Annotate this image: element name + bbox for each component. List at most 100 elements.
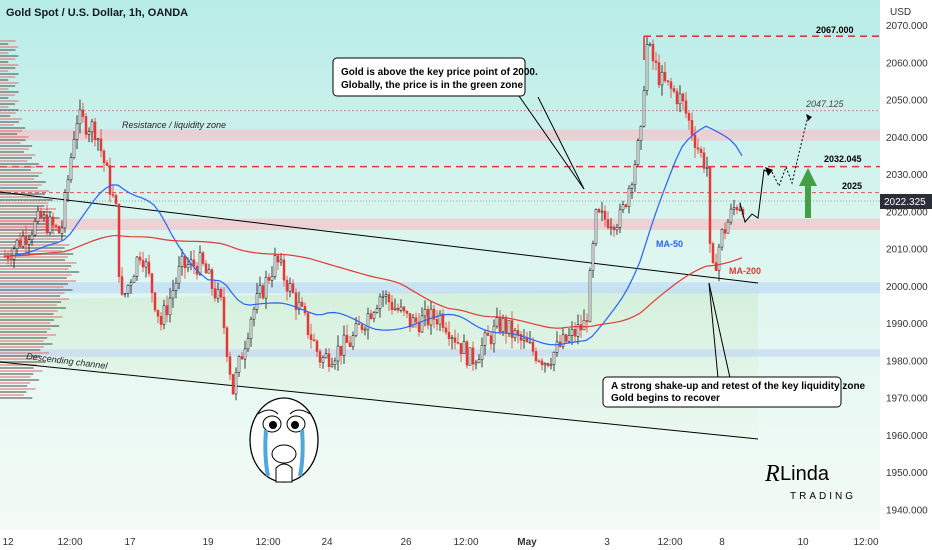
candle-body [162,305,166,325]
candle-body [507,320,511,334]
volume-bar [0,157,32,159]
candle-body [447,332,451,339]
volume-bar [0,346,44,348]
candle-body [627,188,631,207]
candle-body [597,209,601,213]
candle-body [279,259,283,263]
candle-body [225,327,229,357]
volume-bar [0,373,34,375]
candle-body [588,270,592,323]
candle-body [105,162,109,166]
zone-band [0,218,880,230]
projection-arrow [765,167,773,176]
candle-body [27,239,31,245]
candle-body [36,210,40,222]
volume-bar [0,391,27,393]
candle-body [726,221,730,234]
candle-body [546,363,550,366]
volume-bar [0,283,69,285]
volume-bar [0,352,50,354]
volume-bar [0,370,43,372]
volume-bar [0,46,19,48]
candle-body [303,306,307,314]
volume-bar [0,256,68,258]
candle-body [30,234,34,240]
logo: R Linda TRADING [764,461,853,502]
candle-body [72,139,76,159]
candle-body [174,282,178,291]
volume-bar [0,343,53,345]
candle-body [492,325,496,345]
candle-body [738,209,742,211]
candle-body [99,138,103,152]
candle-body [414,317,418,323]
callout-top-line1: Gold is above the key price point of 200… [341,67,538,78]
candle-body [732,207,736,210]
candle-body [468,347,472,366]
x-tick-label: 24 [321,537,333,548]
y-tick-label: 1970.000 [886,394,928,405]
candle-body [489,335,493,345]
candle-body [327,353,331,367]
candle-body [672,88,676,92]
volume-bar [0,301,62,303]
projection-line [739,169,771,224]
volume-bar [0,187,38,189]
candle-body [483,332,487,346]
green-zone [0,286,758,438]
candle-body [363,328,367,331]
y-tick-label: 2030.000 [886,170,928,181]
candle-body [687,113,691,121]
candle-body [351,335,355,347]
candle-body [21,235,25,247]
channel-upper-line [0,191,759,284]
candle-body [348,342,352,347]
volume-bar [0,214,48,216]
x-tick-label: 12:00 [853,537,878,548]
volume-bar [0,229,59,231]
candle-body [111,194,115,196]
candle-body [255,293,259,310]
candles [3,37,745,401]
volume-bar [0,397,33,399]
candle-body [552,351,556,365]
candle-body [480,345,484,360]
candle-body [693,134,697,148]
candle-body [645,44,649,91]
volume-bar [0,115,11,117]
candle-body [549,364,553,366]
y-tick-label: 1940.000 [886,506,928,517]
candle-body [603,210,607,220]
candle-body [384,294,388,297]
volume-bar [0,67,16,69]
candle-body [87,131,91,135]
candle-body [126,284,130,294]
volume-bar [0,367,34,369]
candle-body [372,312,376,319]
y-tick-label: 2040.000 [886,133,928,144]
volume-bar [0,379,40,381]
level-label-2032: 2032.045 [824,154,862,164]
candle-body [465,341,469,366]
volume-bar [0,244,70,246]
candle-body [462,341,466,354]
volume-bar [0,40,16,42]
x-tick-label: 12:00 [657,537,682,548]
candle-body [699,148,703,153]
volume-bar [0,121,19,123]
x-tick-label: 26 [400,537,412,548]
x-axis-panel [0,530,932,550]
candle-body [273,255,277,277]
volume-bar [0,385,28,387]
candle-body [129,282,133,286]
volume-bar [0,130,23,132]
volume-bar [0,340,44,342]
candle-body [243,348,247,360]
volume-bar [0,184,42,186]
candle-body [135,256,139,277]
candle-body [456,342,460,344]
y-tick-label: 2020.000 [886,207,928,218]
candle-body [213,288,217,299]
volume-bar [0,151,24,153]
volume-bar [0,307,66,309]
